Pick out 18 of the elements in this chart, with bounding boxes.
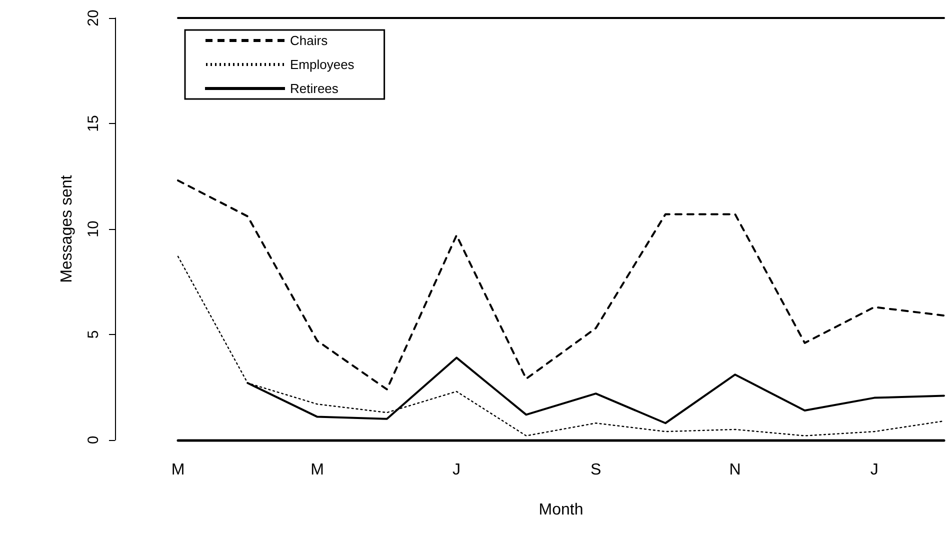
x-tick-label: J <box>452 462 461 478</box>
x-tick-label: M <box>171 462 185 478</box>
x-tick-label: S <box>590 462 602 478</box>
x-axis-title: Month <box>538 502 584 518</box>
y-tick-label: 15 <box>85 115 102 132</box>
line-series <box>177 179 945 390</box>
y-tick-label: 20 <box>85 10 102 26</box>
x-tick-label: J <box>870 462 878 478</box>
x-tick-label: M <box>310 462 324 478</box>
line-series <box>177 256 945 436</box>
y-axis-title: Messages sent <box>58 174 76 283</box>
legend-label: Retirees <box>290 81 339 96</box>
x-tick-label: N <box>729 462 741 478</box>
legend-label: Chairs <box>290 33 328 48</box>
y-tick-label: 5 <box>85 330 102 339</box>
y-tick-label: 0 <box>85 436 102 444</box>
y-tick-label: 10 <box>85 220 102 238</box>
legend-label: Employees <box>290 57 355 72</box>
